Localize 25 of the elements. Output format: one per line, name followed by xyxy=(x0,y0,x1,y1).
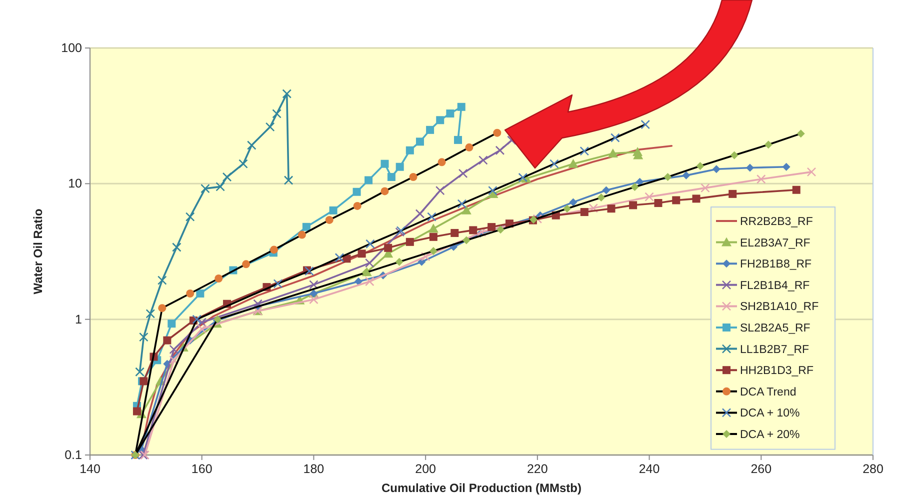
y-tick-label: 10 xyxy=(68,176,82,191)
x-tick-label: 160 xyxy=(191,462,212,476)
x-tick-label: 260 xyxy=(750,462,772,476)
x-tick-label: 240 xyxy=(638,462,660,476)
legend-label: DCA + 20% xyxy=(740,429,800,441)
y-tick-label: 1 xyxy=(75,312,82,326)
x-tick-label: 180 xyxy=(303,462,324,476)
legend-label: EL2B3A7_RF xyxy=(740,237,810,250)
legend-label: SH2B1A10_RF xyxy=(740,301,819,314)
x-tick-label: 220 xyxy=(527,462,548,476)
x-tick-label: 140 xyxy=(80,462,100,476)
legend-label: HH2B1D3_RF xyxy=(740,365,814,378)
x-axis-title: Cumulative Oil Production (MMstb) xyxy=(382,481,582,495)
y-axis-title: Water Oil Ratio xyxy=(31,208,45,294)
y-tick-label: 100 xyxy=(61,41,82,55)
legend-label: SL2B2A5_RF xyxy=(740,322,810,334)
x-tick-label: 200 xyxy=(415,462,436,476)
legend-label: LL1B2B7_RF xyxy=(740,344,810,356)
legend-label: FH2B1B8_RF xyxy=(740,258,812,271)
y-tick-label: 0.1 xyxy=(64,448,82,462)
legend-label: DCA Trend xyxy=(740,386,796,398)
legend-label: RR2B2B3_RF xyxy=(740,216,813,228)
legend-label: DCA + 10% xyxy=(740,408,800,420)
x-tick-label: 280 xyxy=(862,462,884,476)
legend-label: FL2B1B4_RF xyxy=(740,280,810,292)
